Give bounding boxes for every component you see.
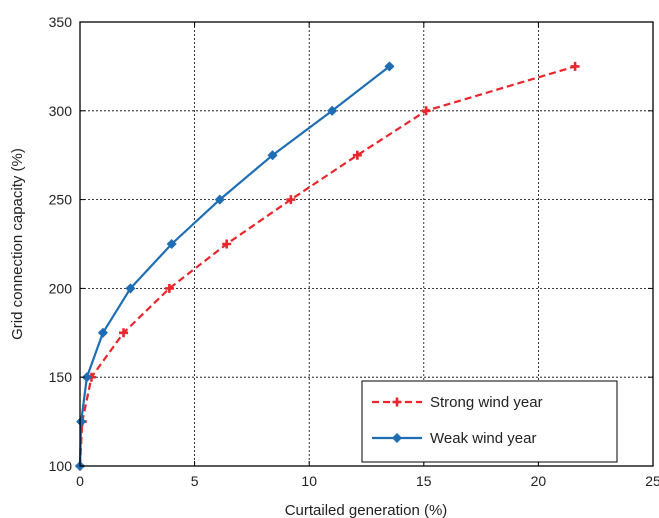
x-tick-label: 5	[191, 473, 199, 489]
data-point	[97, 327, 108, 338]
data-point	[76, 416, 87, 427]
legend-sample-strong	[372, 397, 422, 407]
data-point	[222, 239, 232, 249]
y-tick-label: 100	[49, 458, 73, 474]
legend-marker	[392, 397, 402, 407]
y-tick-label: 200	[49, 280, 73, 296]
y-tick-label: 350	[49, 14, 73, 30]
y-tick-label: 250	[49, 192, 73, 208]
data-point	[119, 328, 129, 338]
legend-sample-weak	[372, 432, 422, 444]
x-tick-label: 10	[301, 473, 317, 489]
legend-label-weak: Weak wind year	[430, 430, 536, 447]
data-point	[384, 61, 395, 72]
x-tick-label: 15	[416, 473, 432, 489]
x-tick-label: 25	[645, 473, 659, 489]
tick-labels: 0 5 10 15 20 25 100 150 200 250 300 350	[49, 14, 659, 489]
legend: Strong wind year Weak wind year	[361, 380, 618, 463]
legend-box	[361, 380, 618, 463]
data-point	[421, 106, 431, 116]
data-point	[164, 283, 174, 293]
data-point	[352, 150, 362, 160]
y-axis-label: Grid connection capacity (%)	[9, 148, 26, 340]
x-axis-label: Curtailed generation (%)	[285, 502, 448, 518]
data-point	[267, 150, 278, 161]
series-1	[74, 61, 395, 472]
plot-frame	[79, 21, 654, 467]
x-tick-label: 20	[531, 473, 547, 489]
y-tick-label: 150	[49, 369, 73, 385]
data-point	[166, 238, 177, 250]
data-point	[327, 105, 338, 116]
series-line-0	[78, 65, 576, 467]
data-point	[125, 283, 136, 294]
data-point	[286, 195, 296, 205]
data-point	[214, 194, 225, 205]
data-point	[570, 61, 580, 71]
legend-marker	[391, 432, 403, 444]
series-layer	[74, 61, 580, 472]
x-tick-label: 0	[76, 473, 84, 489]
series-line-1	[78, 65, 391, 467]
y-tick-label: 300	[49, 103, 73, 119]
data-point	[81, 372, 92, 383]
legend-label-strong: Strong wind year	[430, 394, 543, 411]
